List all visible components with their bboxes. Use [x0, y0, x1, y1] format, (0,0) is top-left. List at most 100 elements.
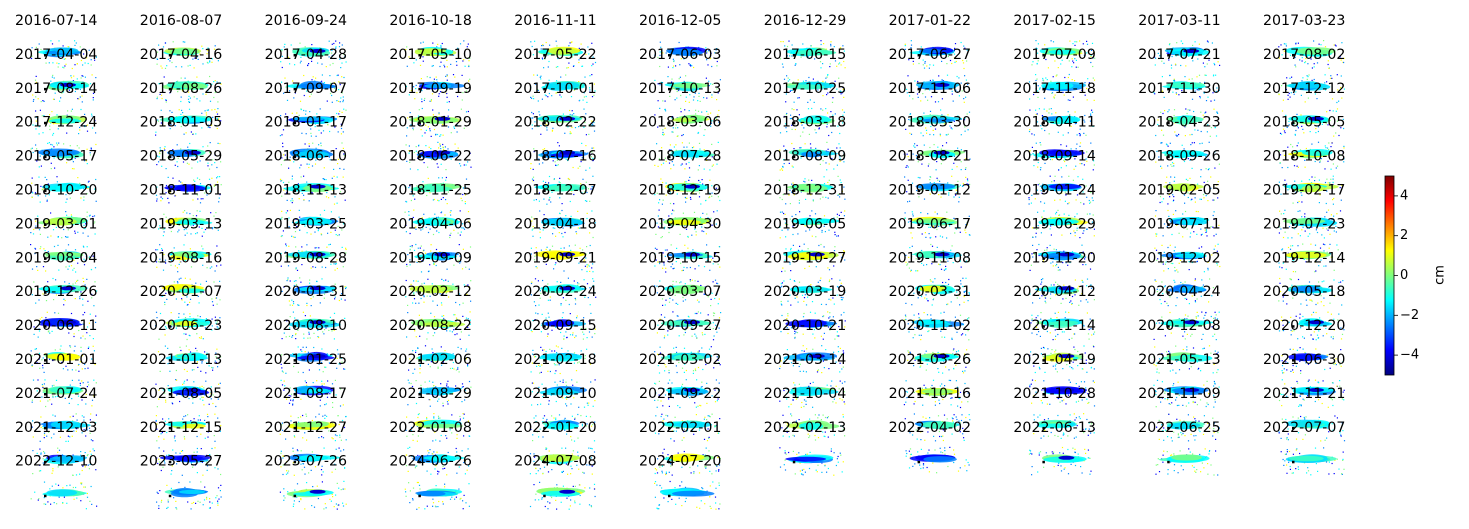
displacement-thumbnail	[904, 311, 970, 341]
subplot-date-title: 2018-03-18	[764, 115, 846, 131]
displacement-thumbnail	[405, 141, 472, 171]
displacement-thumbnail	[530, 244, 594, 273]
subplot-date-title: 2021-02-18	[514, 352, 596, 368]
displacement-thumbnail	[1278, 243, 1339, 273]
subplot-date-title: 2022-01-08	[389, 420, 471, 436]
displacement-thumbnail	[654, 176, 721, 205]
subplot-date-title: 2019-03-13	[140, 216, 222, 232]
displacement-thumbnail	[1154, 209, 1220, 238]
displacement-thumbnail	[530, 40, 597, 69]
subplot-date-title: 2017-09-07	[265, 81, 347, 97]
displacement-thumbnail	[905, 277, 970, 306]
subplot-date-title: 2021-01-25	[265, 352, 347, 368]
subplot-date-title: 2021-10-28	[1013, 386, 1095, 402]
subplot-date-title: 2021-10-16	[889, 386, 971, 402]
subplot-date-title: 2020-09-27	[639, 318, 721, 334]
displacement-thumbnail	[1028, 175, 1094, 205]
subplot-date-title: 2020-03-31	[889, 284, 971, 300]
displacement-thumbnail	[405, 278, 472, 306]
colorbar: 4 2 0 −2 −4 cm	[1384, 175, 1448, 376]
subplot-date-title: 2017-02-15	[1013, 13, 1095, 29]
displacement-thumbnail	[779, 210, 846, 239]
displacement-thumbnail	[654, 41, 718, 69]
displacement-thumbnail	[406, 107, 469, 137]
subplot-date-title: 2019-06-17	[889, 216, 971, 232]
displacement-thumbnail	[779, 40, 846, 69]
displacement-thumbnail	[280, 379, 346, 408]
displacement-thumbnail	[779, 380, 846, 408]
displacement-thumbnail	[655, 209, 718, 239]
displacement-thumbnail	[404, 209, 470, 239]
subplot-date-title: 2020-03-07	[639, 284, 721, 300]
displacement-thumbnail	[1155, 108, 1219, 137]
displacement-thumbnail	[280, 142, 345, 170]
subplot-date-title: 2022-01-20	[514, 420, 596, 436]
displacement-thumbnail	[30, 211, 96, 239]
displacement-thumbnail	[654, 279, 720, 307]
subplot-date-title: 2019-08-04	[15, 250, 97, 266]
displacement-thumbnail	[654, 447, 721, 476]
subplot-date-title: 2019-09-21	[514, 250, 596, 266]
displacement-thumbnail	[1153, 74, 1220, 102]
subplot-date-title: 2016-07-14	[15, 13, 97, 29]
displacement-thumbnail	[156, 75, 222, 103]
displacement-thumbnail	[1153, 278, 1214, 307]
displacement-thumbnail	[654, 379, 720, 409]
displacement-thumbnail	[155, 108, 222, 136]
subplot-date-title: 2018-07-28	[639, 149, 721, 165]
subplot-date-title: 2017-05-10	[389, 47, 471, 63]
displacement-thumbnail	[30, 40, 97, 70]
subplot-date-title: 2021-09-10	[514, 386, 596, 402]
subplot-date-title: 2020-06-11	[15, 318, 97, 334]
displacement-thumbnail	[280, 74, 345, 103]
displacement-thumbnail	[404, 176, 470, 205]
subplot-date-title: 2018-06-22	[389, 149, 471, 165]
subplot-date-title: 2018-12-07	[514, 183, 596, 199]
subplot-date-title: 2017-07-21	[1138, 47, 1220, 63]
subplot-date-title: 2016-09-24	[265, 13, 347, 29]
colorbar-tick-label: 0	[1400, 268, 1408, 283]
displacement-thumbnail	[529, 379, 596, 408]
subplot-date-title: 2021-04-19	[1013, 352, 1095, 368]
displacement-thumbnail	[1278, 277, 1344, 307]
subplot-date-title: 2021-07-24	[15, 386, 97, 402]
displacement-thumbnail	[405, 40, 471, 68]
subplot-date-title: 2021-10-04	[764, 386, 846, 402]
subplot-date-title: 2019-07-23	[1263, 216, 1345, 232]
displacement-thumbnail	[155, 379, 221, 408]
displacement-thumbnail	[1031, 40, 1096, 69]
subplot-date-title: 2017-04-28	[265, 47, 347, 63]
displacement-thumbnail	[530, 413, 596, 442]
displacement-thumbnail	[529, 481, 596, 510]
subplot-date-title: 2020-08-10	[265, 318, 347, 334]
subplot-date-title: 2022-12-10	[15, 454, 97, 470]
subplot-date-title: 2017-07-09	[1013, 47, 1095, 63]
displacement-thumbnail	[1278, 141, 1345, 170]
subplot-date-title: 2021-08-29	[389, 386, 471, 402]
subplot-date-title: 2019-02-17	[1263, 183, 1345, 199]
displacement-thumbnail	[407, 379, 472, 407]
subplot-date-title: 2021-08-17	[265, 386, 347, 402]
subplot-date-title: 2018-04-23	[1138, 115, 1220, 131]
subplot-date-title: 2018-04-11	[1013, 115, 1095, 131]
subplot-date-title: 2021-05-13	[1138, 352, 1220, 368]
subplot-date-title: 2018-06-10	[265, 149, 347, 165]
subplot-date-title: 2017-09-19	[389, 81, 471, 97]
displacement-thumbnail	[1278, 415, 1346, 442]
subplot-date-title: 2022-04-02	[889, 420, 971, 436]
subplot-date-title: 2020-04-12	[1013, 284, 1095, 300]
subplot-date-title: 2021-03-26	[889, 352, 971, 368]
displacement-thumbnail	[530, 345, 595, 375]
subplot-date-title: 2022-07-07	[1263, 420, 1345, 436]
displacement-thumbnail	[780, 311, 846, 340]
subplot-date-title: 2017-04-04	[15, 47, 97, 63]
displacement-thumbnail	[279, 108, 347, 137]
displacement-thumbnail	[530, 74, 596, 103]
subplot-date-title: 2018-05-29	[140, 149, 222, 165]
displacement-thumbnail	[156, 447, 222, 476]
displacement-thumbnail	[404, 345, 469, 374]
subplot-date-title: 2020-10-21	[764, 318, 846, 334]
displacement-thumbnail	[279, 175, 346, 205]
subplot-date-title: 2018-01-17	[265, 115, 347, 131]
subplot-date-title: 2019-04-18	[514, 216, 596, 232]
